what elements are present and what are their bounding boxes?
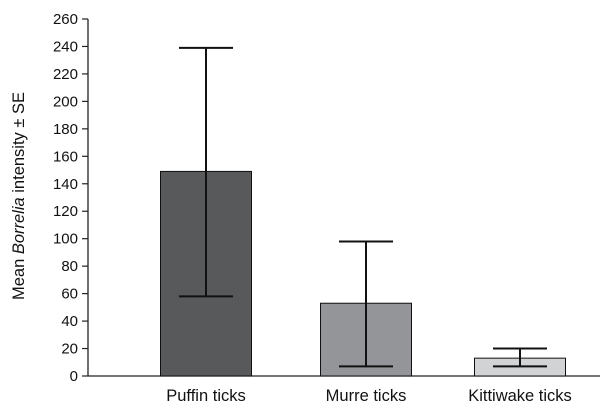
- y-tick-label: 100: [53, 231, 78, 248]
- y-axis-title-part-1: Mean: [10, 254, 28, 300]
- y-axis-title-part-2: Borrelia: [10, 197, 28, 254]
- y-axis: 0 20 40 60 80 100 120 140 160 180 200 220 240 260: [53, 11, 89, 385]
- x-axis: Puffin ticks Murre ticks Kittiwake ticks: [88, 375, 600, 405]
- bars: [160, 170, 566, 377]
- y-tick-label: 140: [53, 176, 78, 193]
- y-tick-label: 220: [53, 66, 78, 83]
- x-tick-label: Puffin ticks: [166, 387, 245, 405]
- y-axis-title: Mean Borrelia intensity ± SE: [10, 92, 28, 300]
- y-tick-label: 260: [53, 11, 78, 28]
- y-tick-label: 180: [53, 121, 78, 138]
- y-tick-label: 40: [61, 313, 78, 330]
- y-tick-label: 200: [53, 93, 78, 110]
- x-tick-label: Murre ticks: [326, 387, 407, 405]
- y-tick-label: 0: [70, 368, 78, 385]
- y-tick-label: 80: [61, 258, 78, 275]
- y-tick-label: 240: [53, 38, 78, 55]
- y-tick-label: 20: [61, 341, 78, 358]
- y-tick-label: 120: [53, 203, 78, 220]
- y-tick-label: 160: [53, 148, 78, 165]
- error-bars: [179, 46, 547, 368]
- x-tick-label: Kittiwake ticks: [468, 387, 572, 405]
- y-tick-label: 60: [61, 286, 78, 303]
- y-axis-title-part-3: intensity ± SE: [10, 92, 28, 197]
